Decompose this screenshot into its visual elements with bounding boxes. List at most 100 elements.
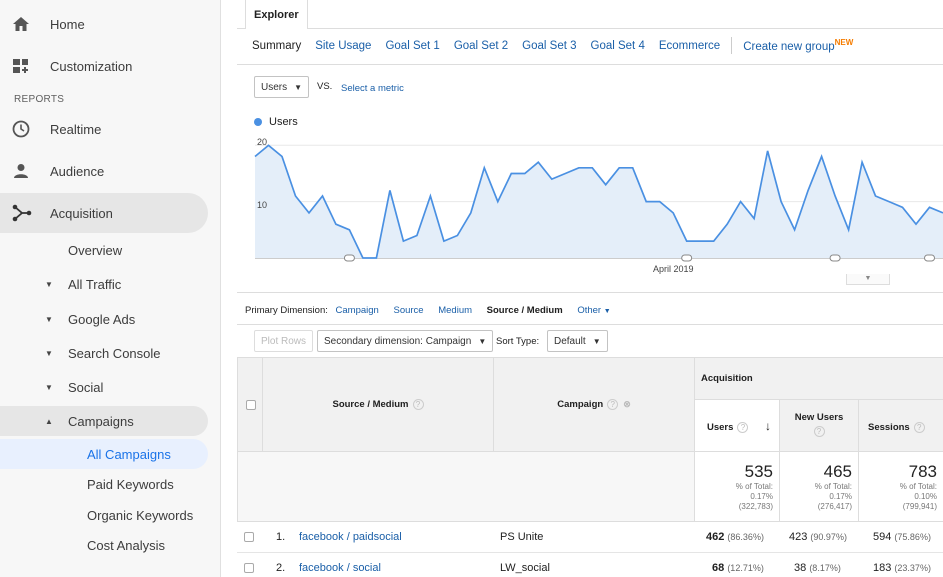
annotation-marker[interactable] [924, 254, 936, 262]
sort-type-value: Default [554, 335, 586, 347]
select-all-checkbox[interactable] [246, 400, 256, 410]
secondary-dimension-select[interactable]: Secondary dimension: Campaign ▼ [317, 330, 494, 352]
dimension-other[interactable]: Other ▼ [577, 305, 610, 316]
nav-audience[interactable]: Audience [0, 151, 208, 191]
tab-divider [237, 28, 943, 29]
nav-google-ads[interactable]: ▼ Google Ads [0, 304, 208, 334]
help-icon[interactable]: ? [913, 422, 925, 433]
totals-new-total: (276,417) [817, 502, 852, 511]
nav-organic-keywords[interactable]: Organic Keywords [0, 500, 208, 530]
header-new-users[interactable]: New Users? [779, 399, 859, 452]
subtab-goal-set-3[interactable]: Goal Set 3 [522, 39, 577, 52]
help-icon[interactable]: ? [607, 399, 619, 410]
sort-type-label: Sort Type: [496, 336, 540, 347]
totals-sessions-value: 783 [908, 462, 937, 481]
header-users-label: Users [707, 422, 734, 433]
users-chart[interactable]: 20 10 April 2019 [237, 132, 943, 287]
row-checkbox[interactable] [244, 532, 254, 542]
totals-users-total: (322,783) [738, 502, 773, 511]
row-new-users-pct: (90.97%) [810, 532, 847, 542]
row-campaign: PS Unite [500, 531, 544, 543]
chart-collapse-handle[interactable]: ▼ [846, 274, 890, 285]
subtab-goal-set-2[interactable]: Goal Set 2 [453, 39, 509, 52]
dimension-campaign[interactable]: Campaign [335, 305, 379, 316]
annotation-marker[interactable] [829, 254, 841, 262]
create-new-group-link[interactable]: Create new groupNEW [743, 38, 853, 53]
subtab-goal-set-1[interactable]: Goal Set 1 [385, 39, 440, 52]
header-acquisition: Acquisition [694, 357, 943, 400]
primary-dimension-label: Primary Dimension: [245, 305, 328, 316]
expand-triangle-icon: ▼ [45, 314, 53, 324]
select-metric-link[interactable]: Select a metric [341, 83, 404, 94]
nav-acquisition-label: Acquisition [50, 205, 113, 221]
metric-select[interactable]: Users ▼ [254, 76, 310, 98]
row-sessions-pct: (75.86%) [894, 532, 931, 542]
remove-dimension-icon[interactable]: ⊗ [623, 399, 631, 409]
help-icon[interactable]: ? [813, 426, 825, 437]
row-source-link[interactable]: facebook / paidsocial [299, 531, 402, 543]
expand-triangle-icon: ▼ [45, 279, 53, 289]
totals-users-pct: 0.17% [750, 492, 773, 501]
row-campaign: LW_social [500, 562, 550, 574]
nav-all-campaigns-label: All Campaigns [87, 446, 171, 462]
plot-rows-button[interactable]: Plot Rows [254, 330, 314, 352]
nav-overview-label: Overview [68, 242, 123, 258]
help-icon[interactable]: ? [412, 399, 424, 410]
row-new-users-pct: (8.17%) [809, 563, 841, 573]
subtab-goal-set-4[interactable]: Goal Set 4 [590, 39, 645, 52]
totals-users-value: 535 [744, 462, 773, 481]
row-checkbox[interactable] [244, 563, 254, 573]
explorer-subtabs: Summary Site Usage Goal Set 1 Goal Set 2… [252, 37, 867, 54]
annotation-marker[interactable] [343, 254, 355, 262]
nav-realtime[interactable]: Realtime [0, 109, 208, 149]
users-series-line [254, 144, 943, 259]
vs-label: VS. [317, 81, 333, 92]
legend-dot-icon [254, 118, 262, 126]
chevron-down-icon: ▼ [592, 336, 601, 346]
header-source-medium[interactable]: Source / Medium? [262, 357, 494, 452]
nav-paid-keywords[interactable]: Paid Keywords [0, 469, 208, 499]
nav-search-console[interactable]: ▼ Search Console [0, 338, 208, 368]
nav-all-traffic[interactable]: ▼ All Traffic [0, 269, 208, 299]
chevron-down-icon: ▼ [478, 336, 487, 346]
sort-type-select[interactable]: Default ▼ [547, 330, 608, 352]
nav-overview[interactable]: Overview [0, 235, 208, 265]
nav-acquisition[interactable]: Acquisition [0, 193, 208, 233]
header-sessions-label: Sessions [868, 422, 910, 433]
annotation-marker[interactable] [681, 254, 693, 262]
totals-sess-pct-label: % of Total: [899, 482, 937, 491]
header-sessions[interactable]: Sessions? [858, 399, 943, 452]
table-row: 1. facebook / paidsocial PS Unite 462 (8… [237, 521, 943, 553]
sidebar: Home Customization REPORTS Realtime Audi… [0, 0, 221, 577]
help-icon[interactable]: ? [737, 422, 749, 433]
subtab-site-usage[interactable]: Site Usage [315, 39, 372, 52]
nav-home-label: Home [50, 16, 85, 32]
nav-realtime-label: Realtime [50, 121, 102, 137]
tab-explorer[interactable]: Explorer [245, 0, 308, 30]
dimension-source[interactable]: Source [393, 305, 424, 316]
nav-audience-label: Audience [50, 163, 105, 179]
subtab-ecommerce[interactable]: Ecommerce [658, 39, 721, 52]
clock-icon [12, 120, 32, 138]
nav-organic-keywords-label: Organic Keywords [87, 507, 194, 523]
y-tick-10: 10 [257, 200, 267, 210]
subtab-summary[interactable]: Summary [252, 39, 302, 52]
chart-divider [237, 292, 943, 293]
nav-social[interactable]: ▼ Social [0, 372, 208, 402]
nav-cost-analysis[interactable]: Cost Analysis [0, 530, 208, 560]
nav-campaigns-label: Campaigns [68, 413, 134, 429]
nav-home[interactable]: Home [0, 4, 208, 44]
row-source-link[interactable]: facebook / social [299, 562, 381, 574]
subtab-separator [731, 37, 733, 54]
dimension-medium[interactable]: Medium [438, 305, 473, 316]
nav-campaigns[interactable]: ▲ Campaigns [0, 406, 208, 436]
dimension-source-medium[interactable]: Source / Medium [486, 305, 563, 316]
nav-all-campaigns[interactable]: All Campaigns [0, 439, 208, 469]
header-campaign[interactable]: Campaign? ⊗ [493, 357, 695, 452]
row-new-users: 38 [794, 562, 807, 574]
nav-customization[interactable]: Customization [0, 46, 208, 86]
totals-users-pct-label: % of Total: [735, 482, 773, 491]
dashboard-plus-icon [12, 57, 32, 75]
totals-new-users: 465% of Total: 0.17% (276,417) [779, 451, 859, 522]
header-users[interactable]: Users? ↓ [694, 399, 780, 452]
